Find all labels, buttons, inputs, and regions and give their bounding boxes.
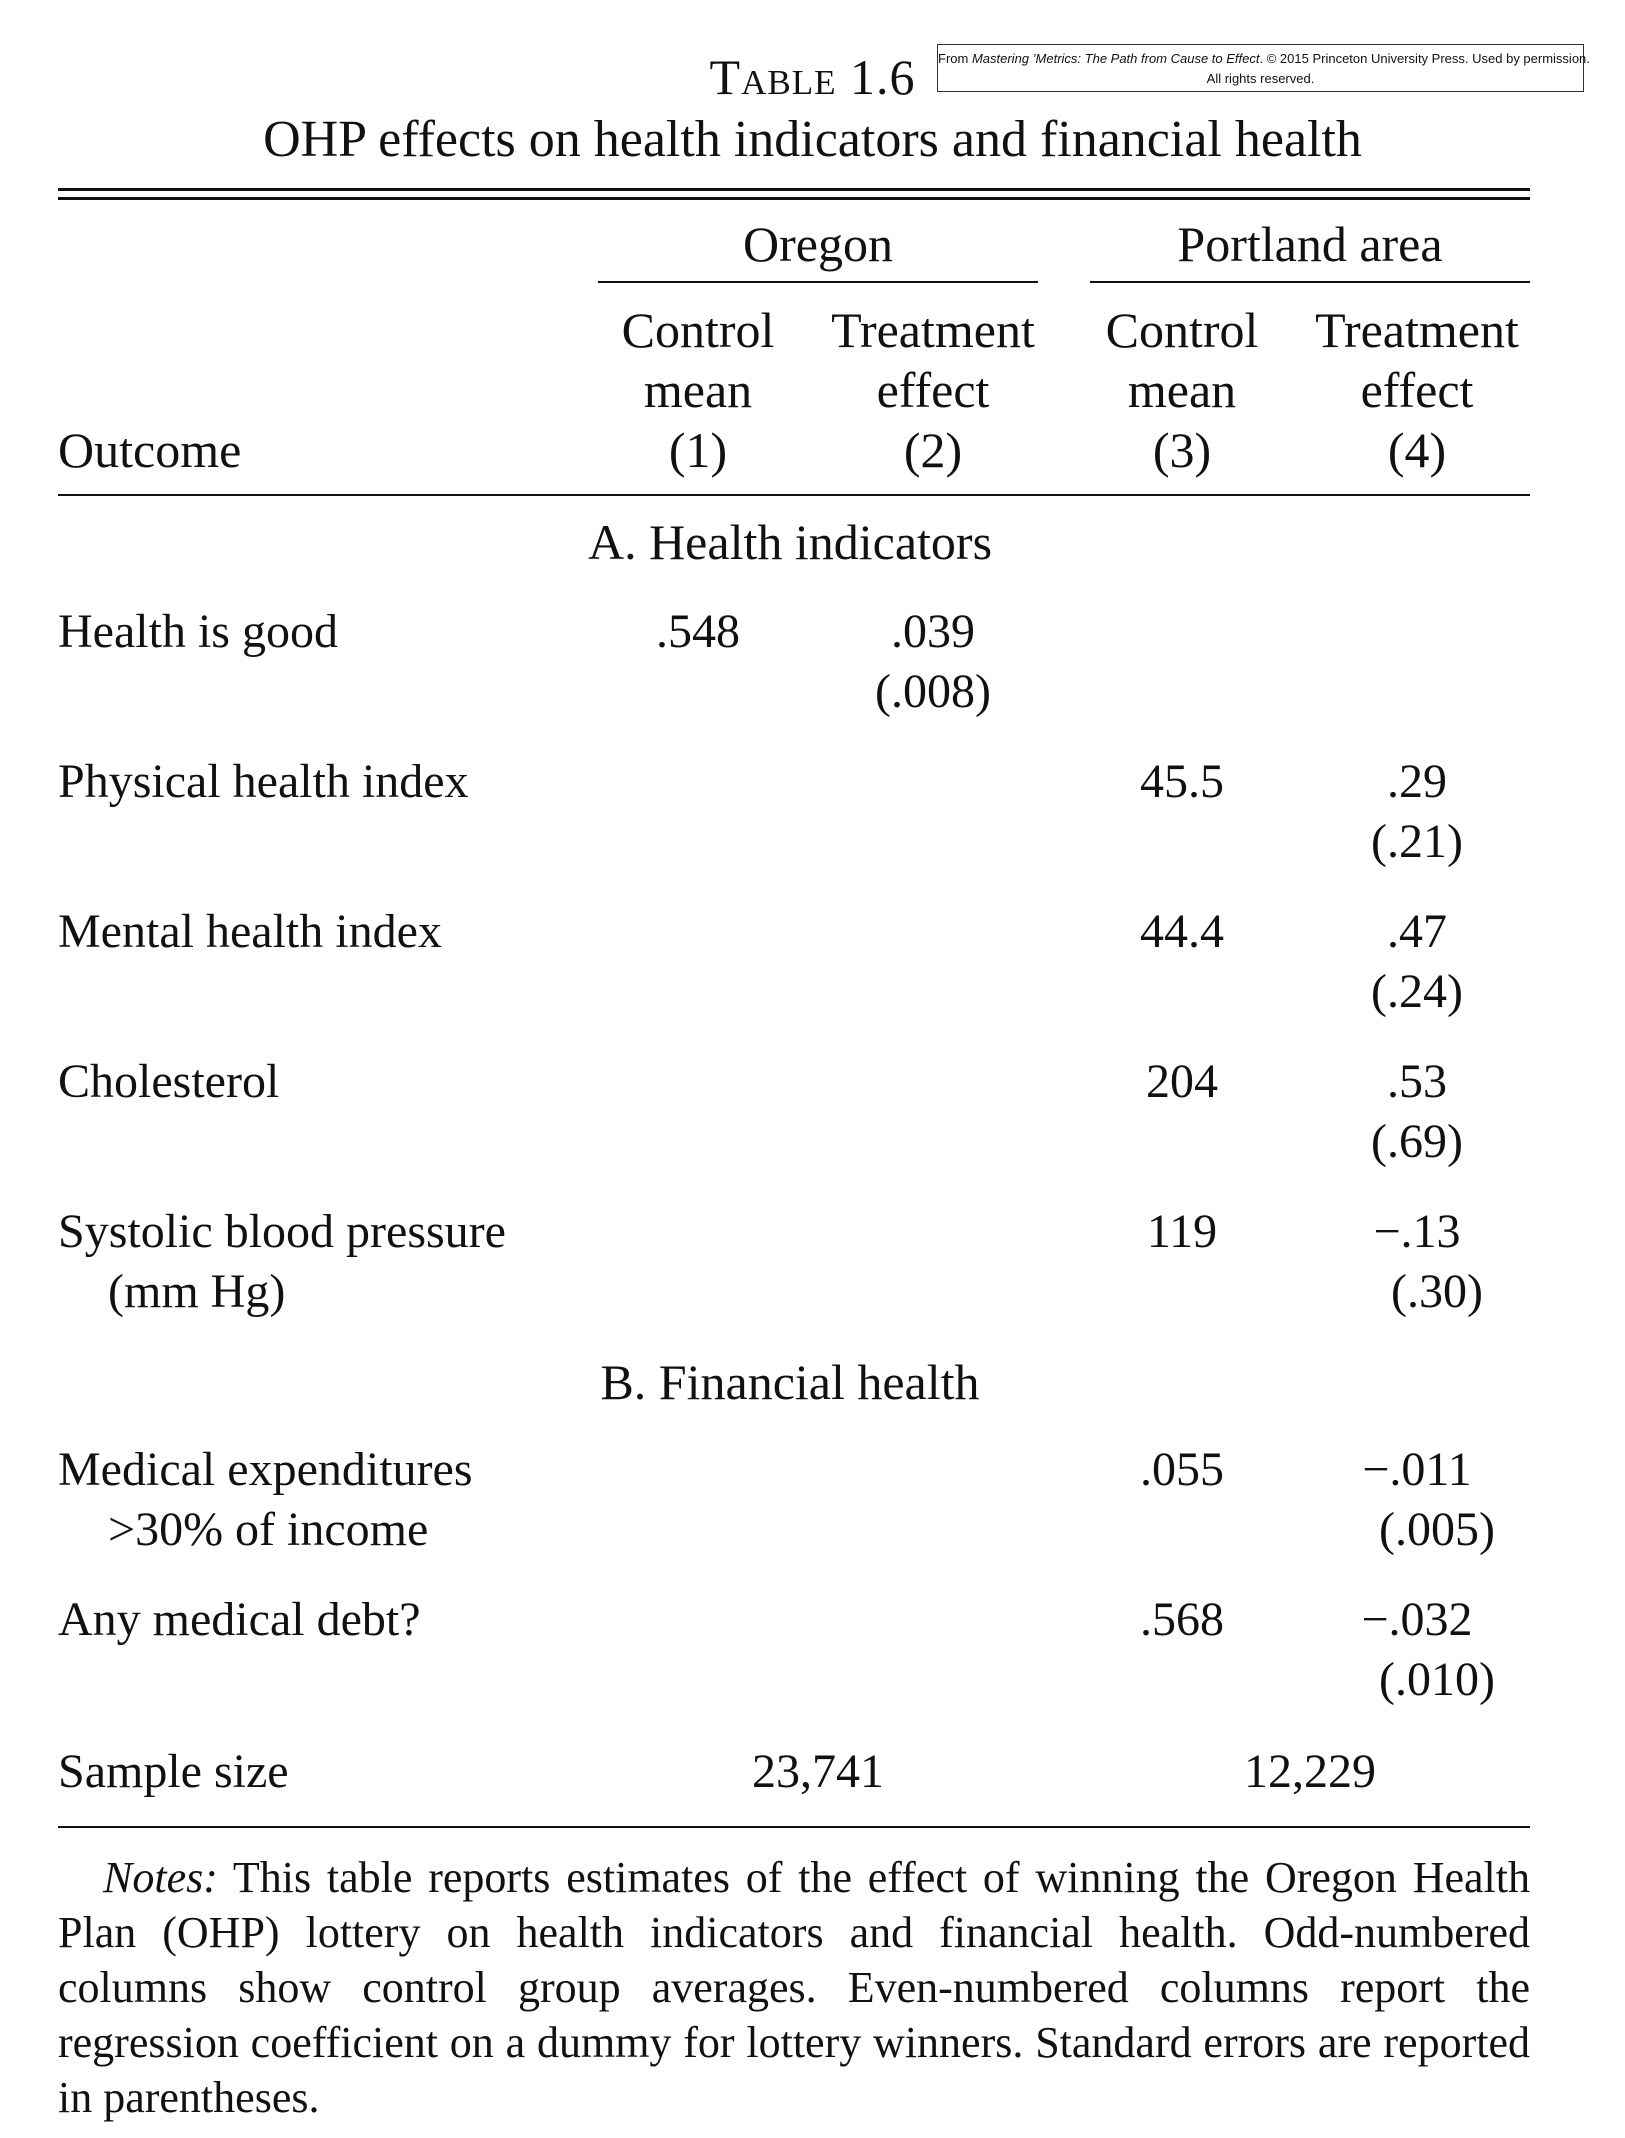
cell-cholesterol-c4: .53 [1387, 1055, 1447, 1108]
group-header-portland: Portland area [1177, 216, 1443, 272]
sample-size-oregon: 23,741 [752, 1745, 884, 1798]
table-notes: Notes: This table reports estimates of t… [58, 1850, 1530, 2125]
credit-book-title: Mastering ’Metrics: The Path from Cause … [971, 51, 1260, 66]
col-4-header: Treatment effect (4) [1315, 302, 1519, 478]
row-label-mental-health: Mental health index [58, 905, 442, 958]
outcome-header: Outcome [58, 422, 242, 478]
cell-health-good-c1: .548 [656, 605, 740, 658]
portland-underline [1090, 281, 1530, 283]
row-label-systolic-bp-units: (mm Hg) [108, 1265, 286, 1318]
cell-physical-c4-se: (.21) [1371, 815, 1463, 868]
notes-text: This table reports estimates of the effe… [58, 1853, 1530, 2122]
cell-physical-c4: .29 [1387, 755, 1447, 808]
bottom-rule [58, 1826, 1530, 1828]
cell-cholesterol-c4-se: (.69) [1371, 1115, 1463, 1168]
row-label-medical-expenditures: Medical expenditures [58, 1443, 473, 1496]
panel-a-heading: A. Health indicators [587, 514, 993, 570]
table-label: Table 1.6 [709, 49, 916, 105]
row-label-systolic-bp: Systolic blood pressure [58, 1205, 506, 1258]
cell-health-good-c2-se: (.008) [875, 665, 991, 718]
table-title: OHP effects on health indicators and fin… [263, 111, 1362, 168]
row-label-medical-expenditures-2: >30% of income [108, 1503, 429, 1556]
col-2-header: Treatment effect (2) [831, 302, 1035, 478]
row-label-medical-debt: Any medical debt? [58, 1593, 421, 1646]
cell-mental-c3: 44.4 [1140, 905, 1224, 958]
group-header-oregon: Oregon [743, 216, 893, 272]
cell-health-good-c2: .039 [891, 605, 975, 658]
col-1-header: Control mean (1) [621, 302, 775, 478]
sample-size-portland: 12,229 [1244, 1745, 1376, 1798]
header-rule [58, 494, 1530, 496]
cell-debt-c4: −.032 [1361, 1593, 1473, 1646]
cell-mental-c4: .47 [1387, 905, 1447, 958]
row-label-health-is-good: Health is good [58, 605, 338, 658]
cell-systolic-c3: 119 [1146, 1205, 1218, 1258]
sample-size-label: Sample size [58, 1745, 289, 1798]
cell-expenditures-c4-se: (.005) [1379, 1503, 1495, 1556]
cell-mental-c4-se: (.24) [1371, 965, 1463, 1018]
row-label-physical-health: Physical health index [58, 755, 469, 808]
top-double-rule-1 [58, 188, 1530, 191]
notes-lead: Notes: [103, 1853, 218, 1902]
cell-systolic-c4-se: (.30) [1391, 1265, 1483, 1318]
cell-debt-c3: .568 [1140, 1593, 1224, 1646]
permission-credit: From Mastering ’Metrics: The Path from C… [937, 44, 1590, 92]
col-3-header: Control mean (3) [1105, 302, 1259, 478]
cell-debt-c4-se: (.010) [1379, 1653, 1495, 1706]
oregon-underline [598, 281, 1038, 283]
cell-cholesterol-c3: 204 [1146, 1055, 1218, 1108]
panel-b-heading: B. Financial health [600, 1354, 980, 1410]
cell-expenditures-c3: .055 [1140, 1443, 1224, 1496]
top-double-rule-2 [58, 197, 1530, 200]
cell-physical-c3: 45.5 [1140, 755, 1224, 808]
cell-systolic-c4: −.13 [1373, 1205, 1461, 1258]
cell-expenditures-c4: −.011 [1362, 1443, 1472, 1496]
row-label-cholesterol: Cholesterol [58, 1055, 280, 1108]
